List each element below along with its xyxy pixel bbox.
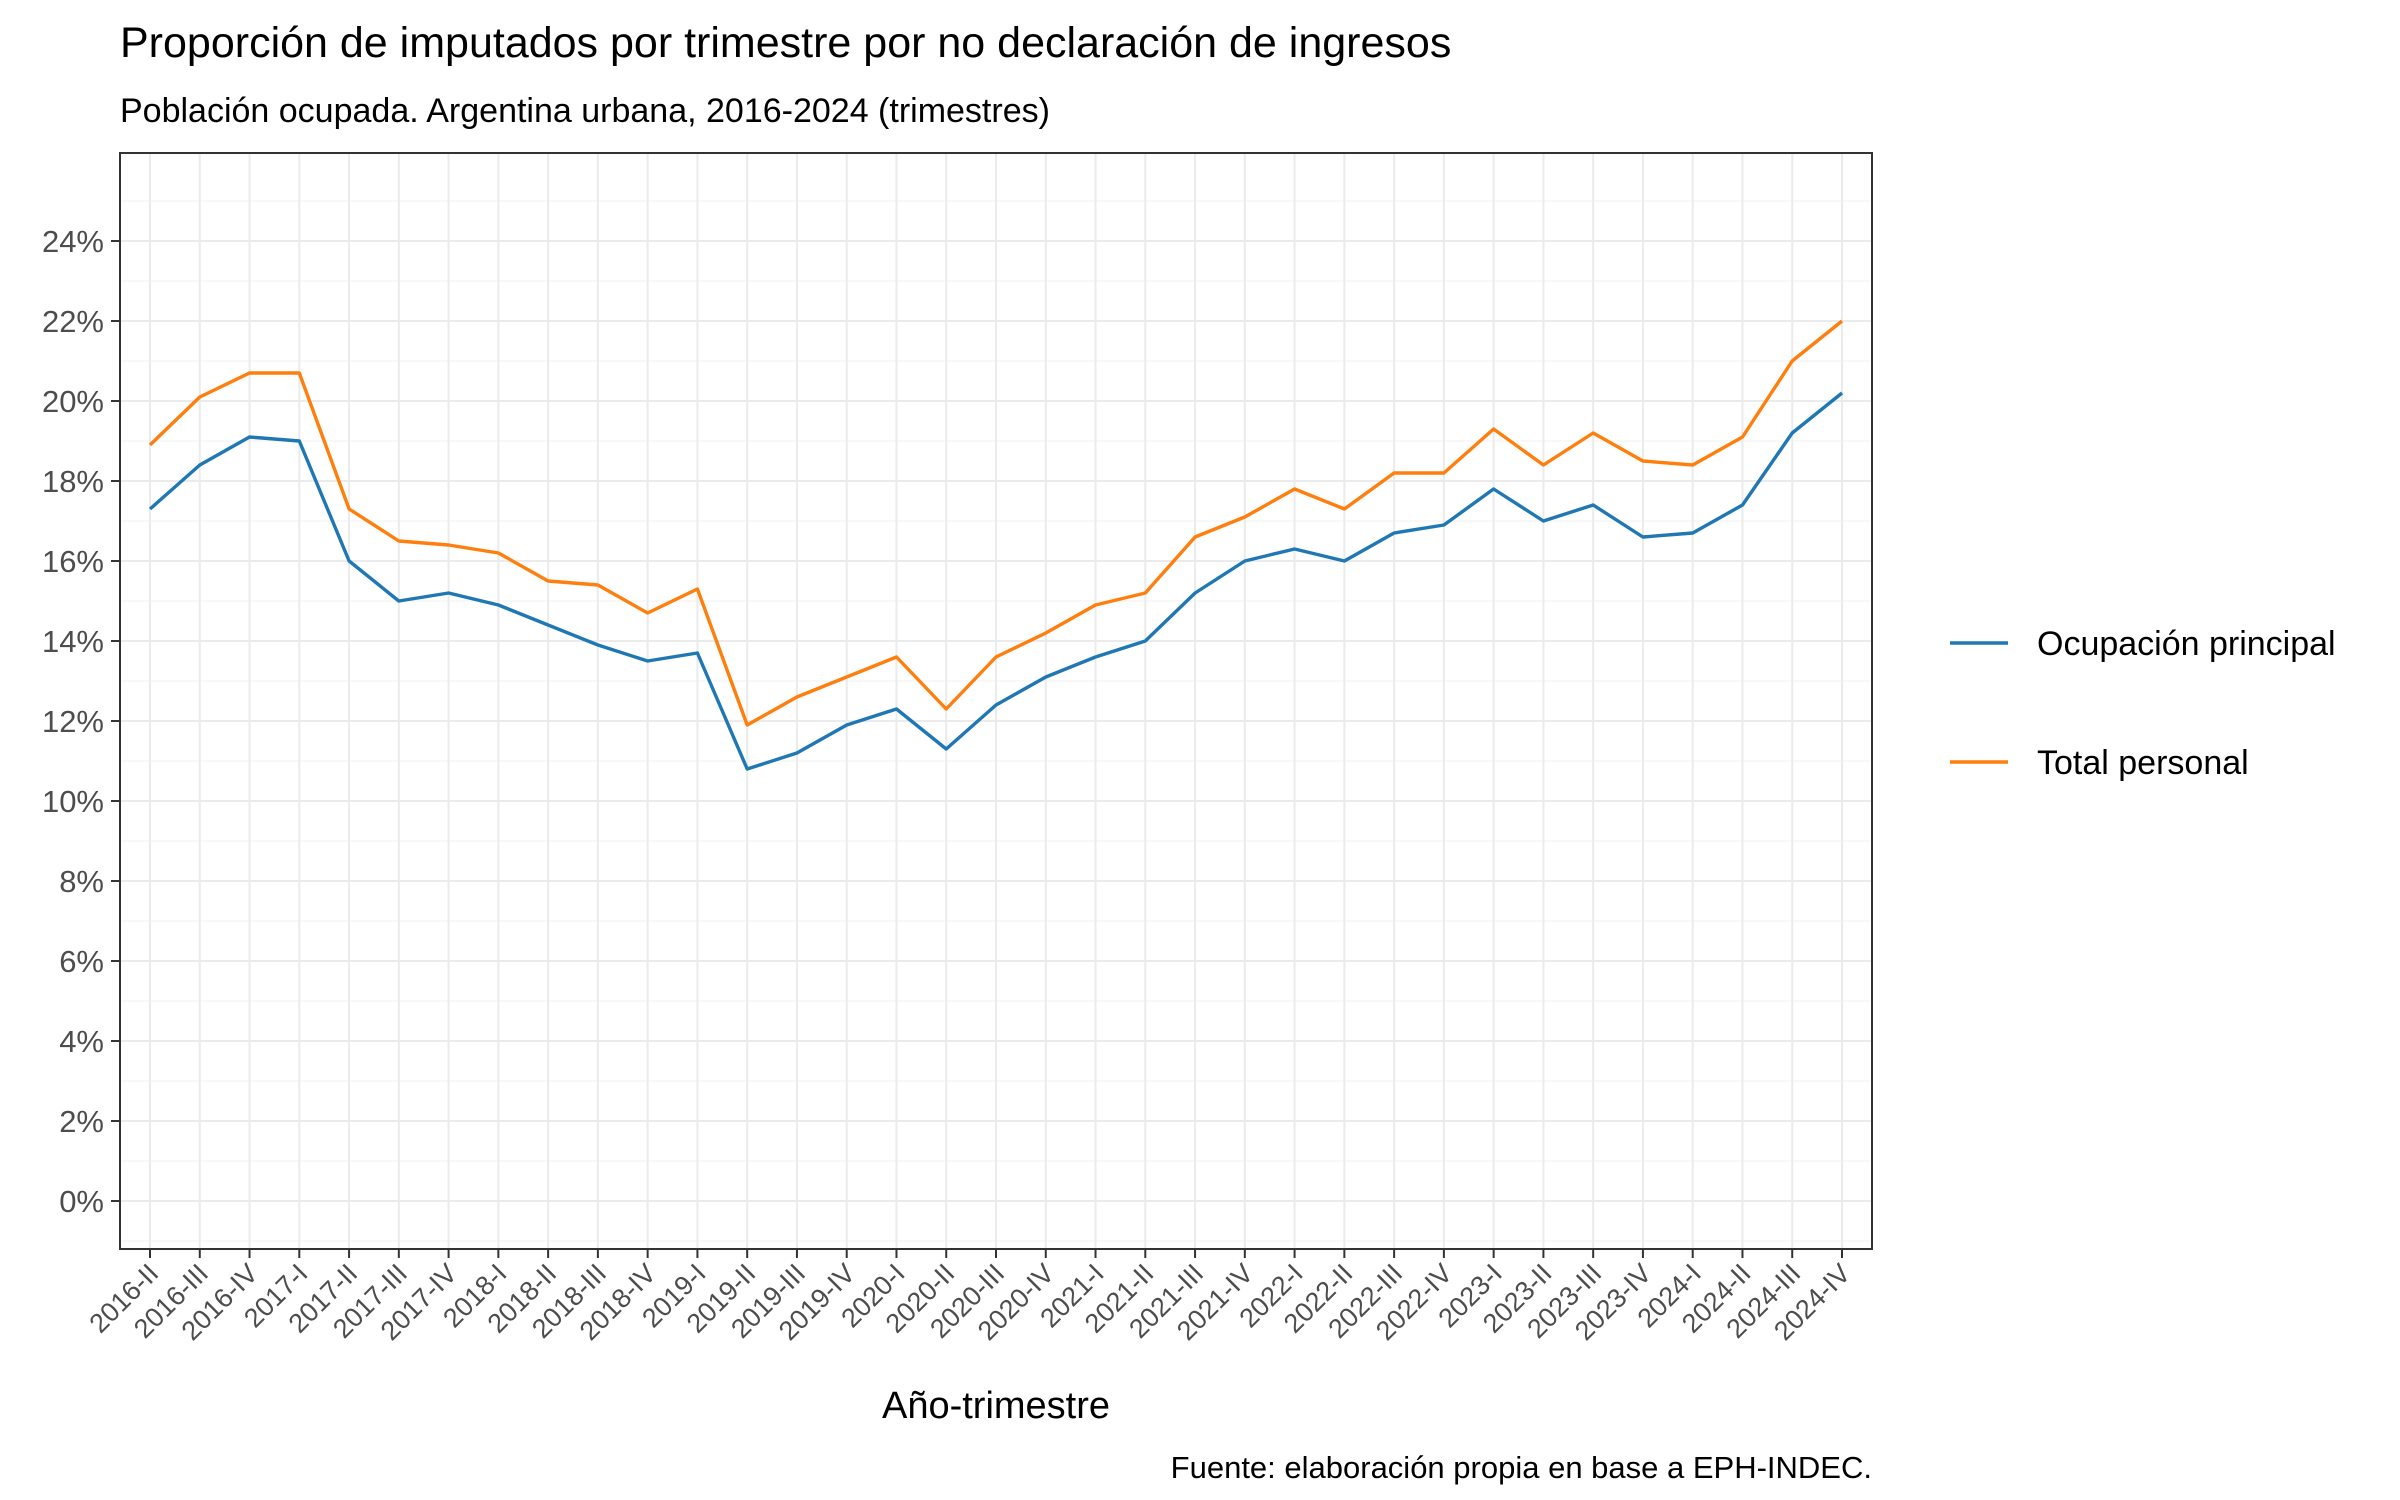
legend-label: Total personal [2037, 744, 2249, 782]
y-tick-label: 0% [59, 1184, 104, 1219]
y-tick-label: 24% [42, 224, 104, 259]
y-tick-label: 10% [42, 784, 104, 819]
y-tick-label: 14% [42, 624, 104, 659]
chart-caption: Fuente: elaboración propia en base a EPH… [1171, 1450, 1872, 1485]
major-gridlines [120, 153, 1872, 1249]
y-tick-label: 18% [42, 464, 104, 499]
y-tick-label: 12% [42, 704, 104, 739]
legend-label: Ocupación principal [2037, 625, 2336, 663]
x-axis-title: Año-trimestre [882, 1385, 1110, 1427]
series-lines [148, 319, 1844, 771]
series-line-ocupacion-principal [148, 391, 1844, 771]
y-tick-label: 6% [59, 944, 104, 979]
y-axis: 0% 2% 4% 6% 8% 10% 12% 14% 16% 18% 20% 22% 24% [42, 224, 120, 1219]
y-tick-label: 20% [42, 384, 104, 419]
y-tick-label: 2% [59, 1104, 104, 1139]
chart-title: Proporción de imputados por trimestre po… [120, 19, 1451, 67]
chart-subtitle: Población ocupada. Argentina urbana, 201… [120, 92, 1050, 130]
y-tick-label: 16% [42, 544, 104, 579]
y-tick-label: 8% [59, 864, 104, 899]
legend: Ocupación principal Total personal [1950, 625, 2336, 782]
y-tick-label: 4% [59, 1024, 104, 1059]
series-line-total-personal [148, 319, 1844, 727]
y-tick-label: 22% [42, 304, 104, 339]
